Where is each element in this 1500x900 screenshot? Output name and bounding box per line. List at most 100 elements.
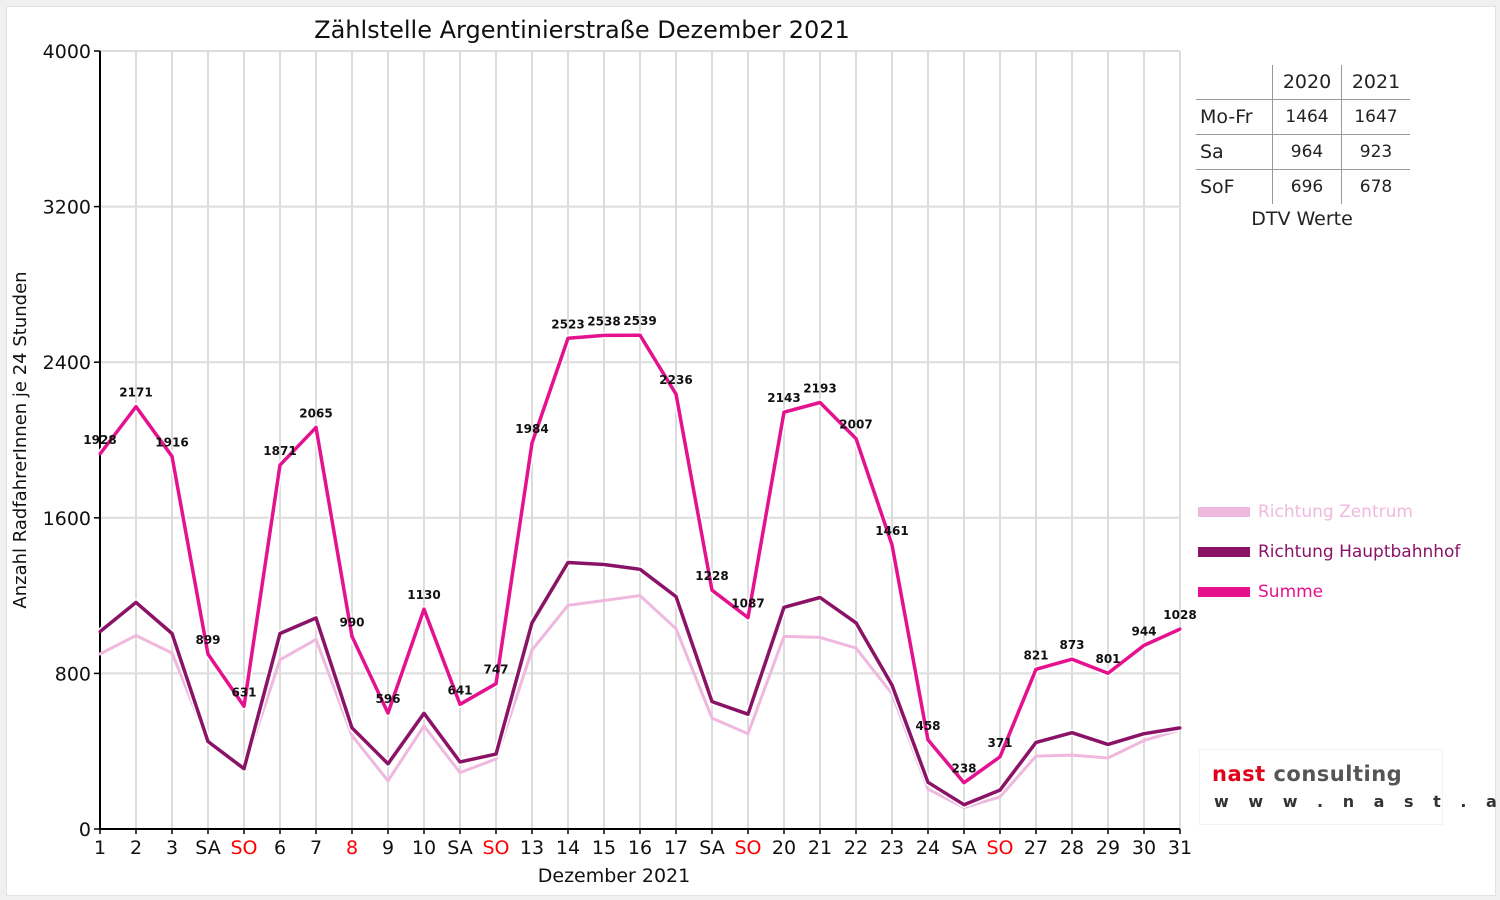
series-point — [674, 392, 678, 396]
data-label: 631 — [231, 685, 256, 699]
series-point — [818, 400, 822, 404]
series-point — [314, 637, 318, 641]
data-label: 1916 — [155, 435, 188, 449]
series-point — [494, 752, 498, 756]
dtv-value-2020: 1464 — [1272, 99, 1342, 135]
data-label: 2065 — [299, 406, 332, 420]
x-tick-label: 27 — [1024, 837, 1048, 859]
x-tick-label: SA — [195, 837, 220, 859]
y-tick-label: 4000 — [43, 41, 91, 63]
dtv-row-label: Sa — [1196, 134, 1273, 170]
series-point — [314, 425, 318, 429]
series-lines — [97, 331, 1182, 810]
series-point — [962, 803, 966, 807]
series-point — [926, 780, 930, 784]
dtv-value-2020: 964 — [1272, 134, 1342, 170]
data-labels: 1928 2171 1916 899 631 1871 2065 990 596 1130 641 7… — [83, 314, 1196, 776]
data-label: 990 — [339, 615, 364, 629]
dtv-header-2020: 2020 — [1272, 65, 1342, 100]
series-point — [674, 627, 678, 631]
series-point — [782, 634, 786, 638]
series-point — [170, 632, 174, 636]
y-axis-title: Anzahl RadfahrerInnen je 24 Stunden — [10, 271, 31, 608]
legend-item-summe: Summe — [1198, 572, 1460, 612]
series-point — [926, 738, 930, 742]
dtv-header-corner — [1196, 65, 1273, 100]
series-point — [674, 595, 678, 599]
legend-label: Richtung Hauptbahnhof — [1258, 542, 1461, 562]
y-tick-label: 2400 — [43, 352, 91, 374]
series-point — [782, 605, 786, 609]
data-label: 1461 — [875, 524, 908, 538]
series-point — [1070, 657, 1074, 661]
series-point — [386, 762, 390, 766]
x-tick-label: 8 — [346, 837, 358, 859]
dtv-row-label: SoF — [1196, 169, 1273, 204]
series-point — [998, 788, 1002, 792]
data-label: 2538 — [587, 314, 620, 328]
logo-word-nast: nast — [1212, 762, 1266, 786]
data-label: 2193 — [803, 381, 836, 395]
series-point — [602, 333, 606, 337]
series-point — [1142, 739, 1146, 743]
series-point — [710, 716, 714, 720]
series-point — [278, 463, 282, 467]
series-point — [566, 561, 570, 565]
series-point — [890, 543, 894, 547]
series-point — [818, 635, 822, 639]
x-tick-label: 2 — [130, 837, 142, 859]
company-logo: nast consulting w w w . n a s t . a t — [1200, 750, 1500, 824]
dtv-value-2020: 696 — [1272, 169, 1342, 204]
series-point — [422, 607, 426, 611]
data-label: 596 — [375, 692, 400, 706]
series-point — [1106, 756, 1110, 760]
data-label: 641 — [447, 683, 472, 697]
data-label: 2171 — [119, 386, 152, 400]
x-tick-label: 17 — [664, 837, 688, 859]
data-label: 944 — [1131, 624, 1156, 638]
series-point — [1070, 731, 1074, 735]
dtv-header-2021: 2021 — [1341, 65, 1410, 100]
data-label: 1228 — [695, 569, 728, 583]
series-point — [494, 682, 498, 686]
x-tick-label: 15 — [592, 837, 616, 859]
data-label: 1028 — [1163, 608, 1196, 622]
x-tick-label: 1 — [94, 837, 106, 859]
series-point — [998, 795, 1002, 799]
x-tick-label: 23 — [880, 837, 904, 859]
series-point — [278, 658, 282, 662]
x-tick-label: SA — [699, 837, 724, 859]
x-tick-label: SO — [986, 837, 1013, 859]
x-tick-label: 14 — [556, 837, 580, 859]
series-point — [782, 410, 786, 414]
series-point — [98, 652, 102, 656]
x-tick-label: 10 — [412, 837, 436, 859]
series-point — [1034, 667, 1038, 671]
data-label: 1928 — [83, 433, 116, 447]
legend-label: Richtung Zentrum — [1258, 502, 1413, 522]
dtv-row-sof: SoF 696 678 — [1196, 169, 1410, 204]
dtv-value-2021: 923 — [1341, 134, 1410, 170]
series-point — [1034, 740, 1038, 744]
logo-word-consulting: consulting — [1273, 762, 1403, 786]
chart-legend: Richtung Zentrum Richtung Hauptbahnhof S… — [1198, 492, 1460, 612]
x-tick-label: 16 — [628, 837, 652, 859]
y-tick-label: 3200 — [43, 197, 91, 219]
series-point — [566, 336, 570, 340]
y-tick-label: 0 — [79, 819, 91, 841]
x-tick-label: SO — [482, 837, 509, 859]
series-point — [638, 567, 642, 571]
dtv-row-label: Mo-Fr — [1196, 99, 1273, 135]
series-point — [386, 711, 390, 715]
dtv-row-mofr: Mo-Fr 1464 1647 — [1196, 99, 1410, 135]
data-label: 2143 — [767, 391, 800, 405]
series-point — [746, 616, 750, 620]
series-point — [854, 621, 858, 625]
series-point — [170, 454, 174, 458]
series-point — [998, 755, 1002, 759]
series-point — [602, 562, 606, 566]
series-point — [206, 652, 210, 656]
series-point — [1106, 742, 1110, 746]
x-tick-label: 13 — [520, 837, 544, 859]
